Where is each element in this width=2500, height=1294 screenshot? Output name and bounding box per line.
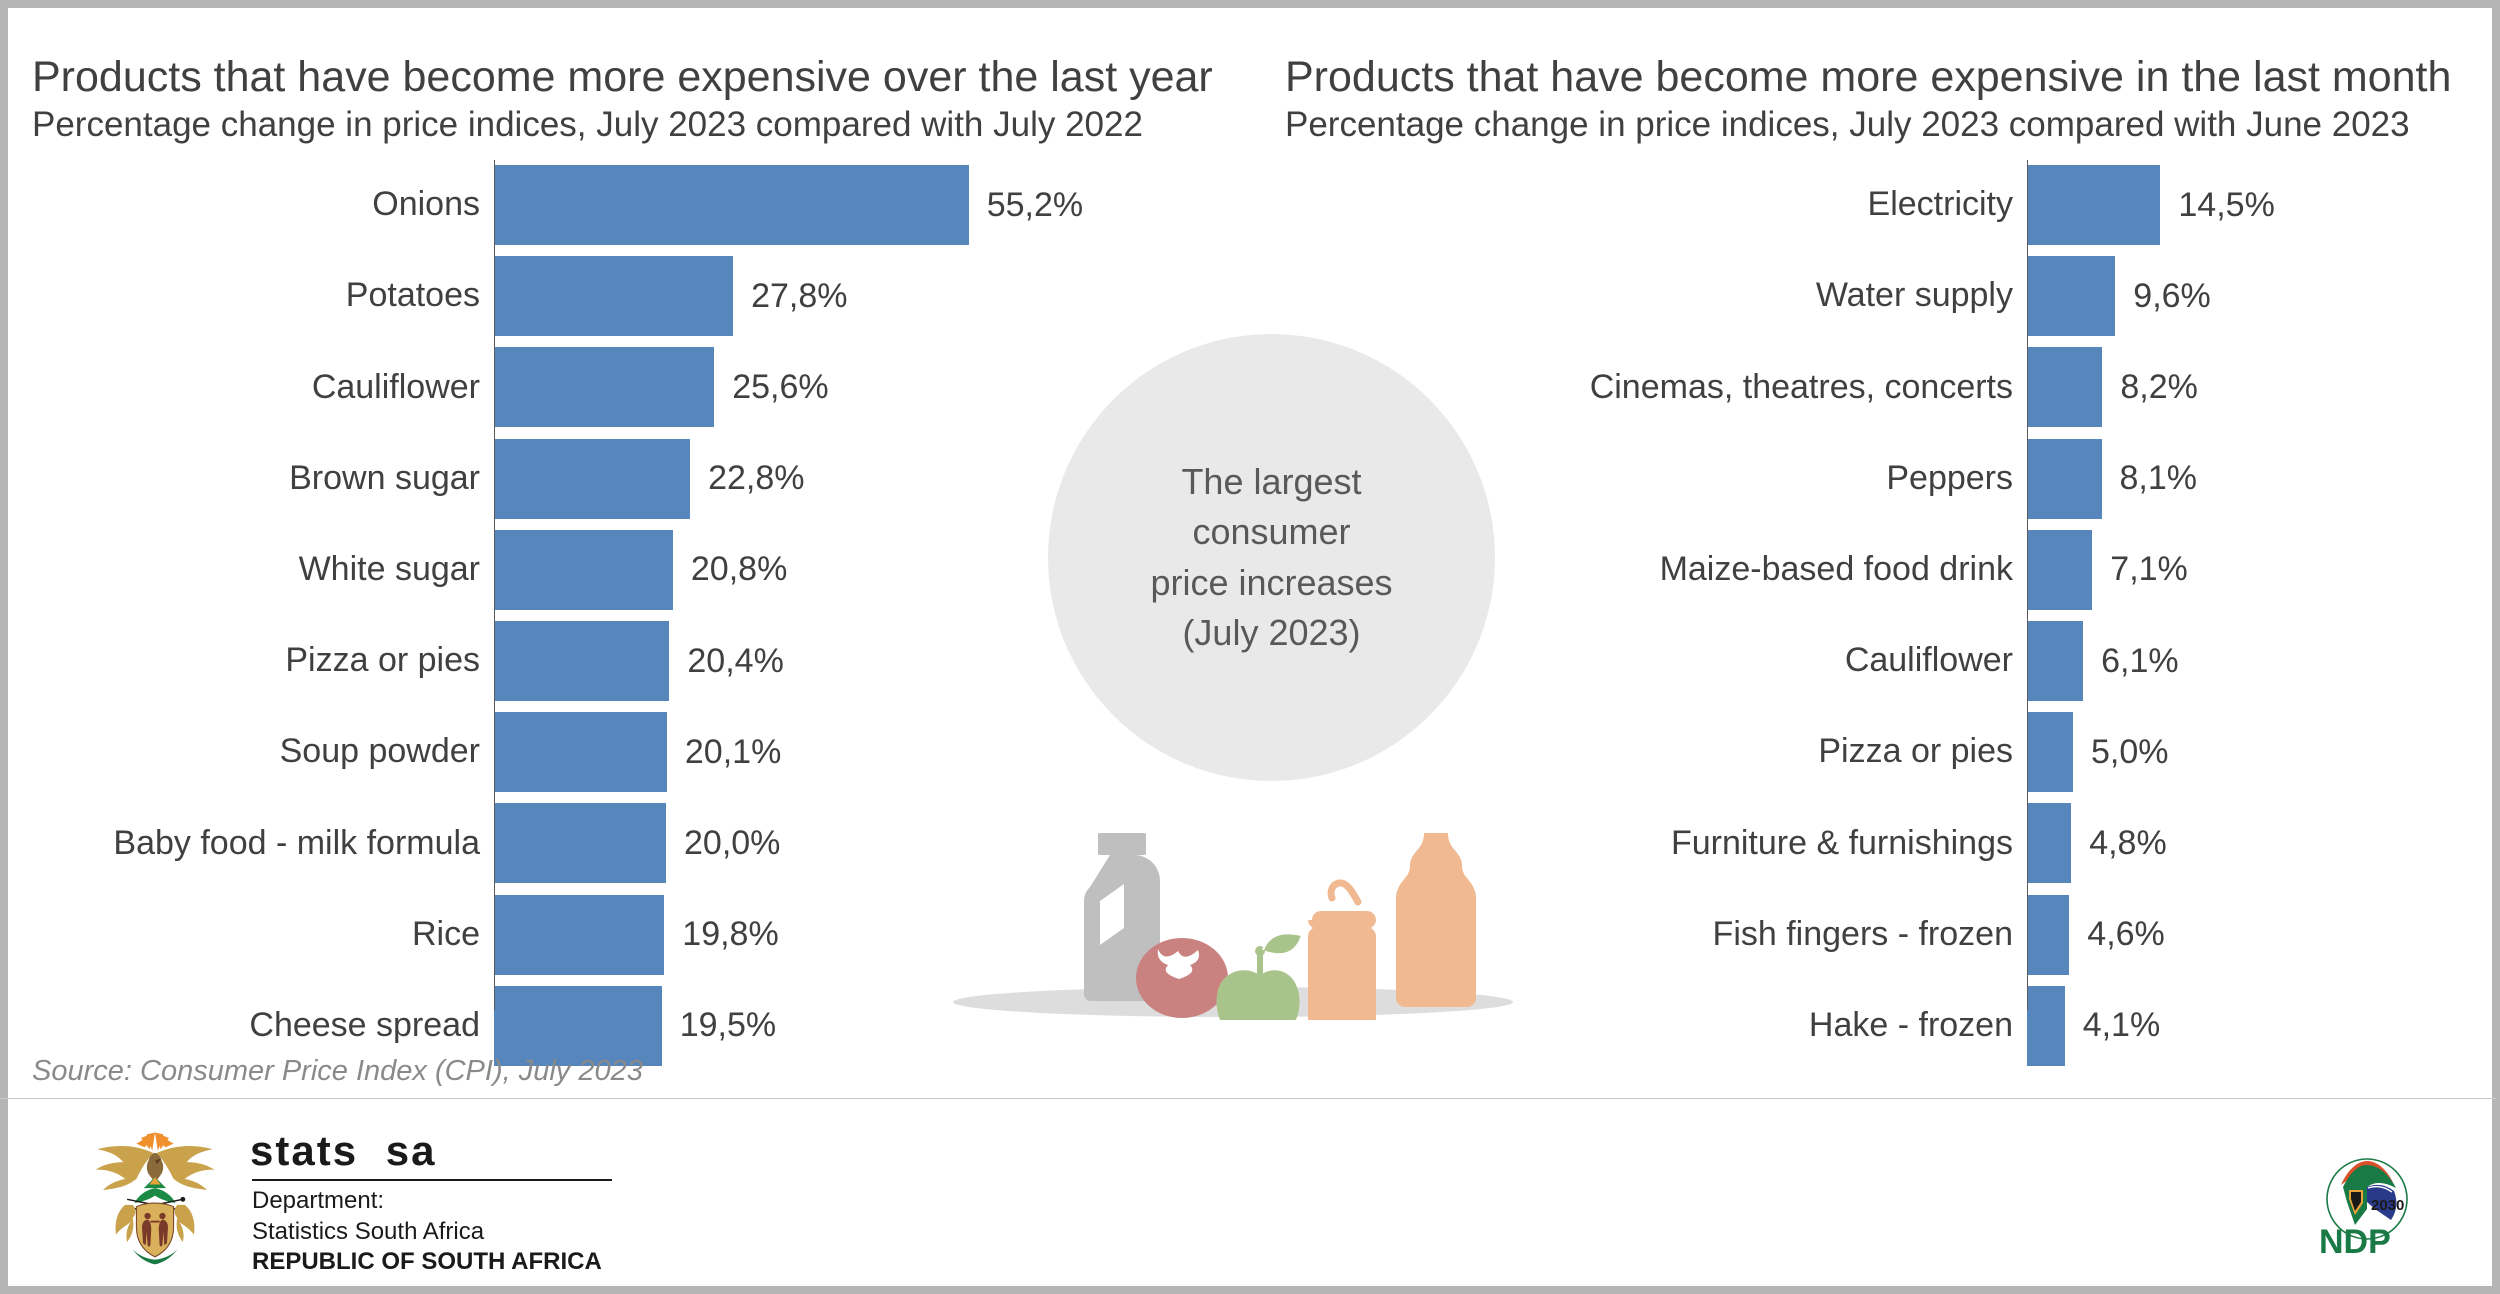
svg-text:NDP: NDP [2319,1223,2391,1261]
svg-text:2030: 2030 [2371,1197,2404,1214]
